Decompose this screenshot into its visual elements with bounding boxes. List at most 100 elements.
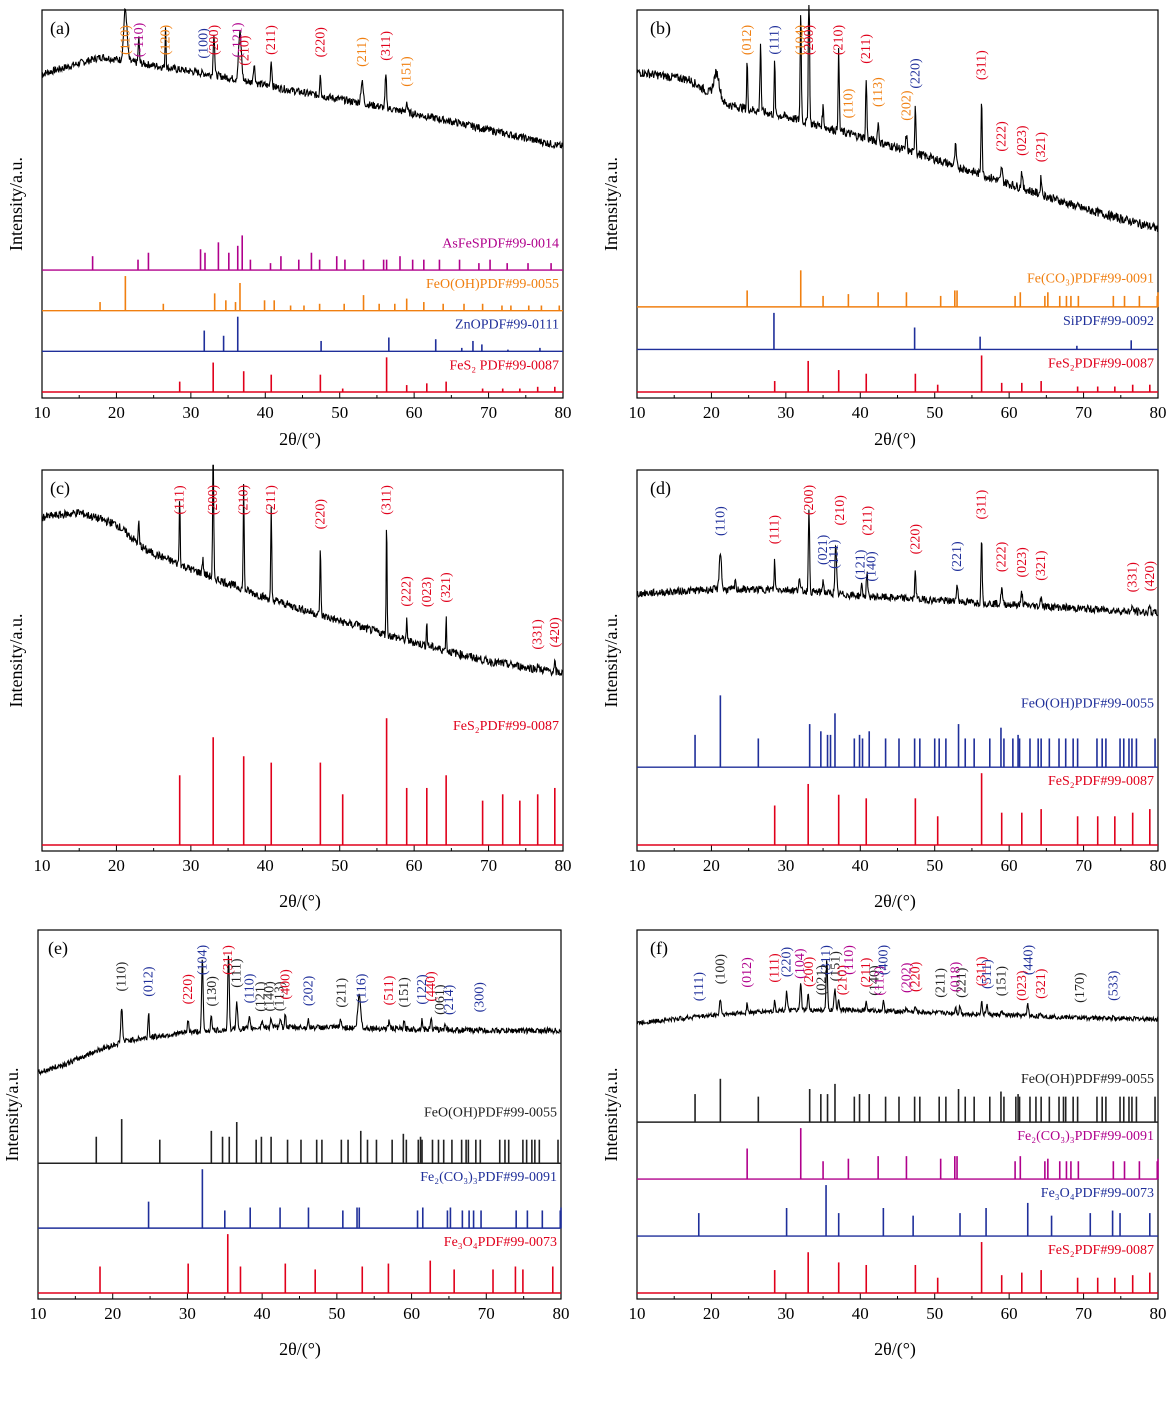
reference-pattern: Fe₃O₄PDF#99-0073	[637, 1185, 1158, 1237]
peak-label: (111)	[768, 953, 783, 983]
y-axis-label: Intensity/a.u.	[601, 157, 621, 251]
reference-pattern: SiPDF#99-0092	[637, 312, 1158, 351]
x-tick-label: 30	[182, 403, 199, 422]
peak-label: (211)	[861, 505, 876, 535]
peak-label: (113)	[873, 966, 888, 996]
reference-pattern: Fe(CO₃)PDF#99-0091	[637, 270, 1159, 308]
x-tick-label: 20	[703, 1304, 720, 1323]
y-axis-label: Intensity/a.u.	[6, 614, 26, 708]
peak-label: (012)	[142, 966, 157, 997]
peak-label: (200)	[802, 25, 817, 56]
reference-name: FeS₂PDF#99-0087	[1048, 1243, 1154, 1258]
peak-label: (440)	[424, 971, 439, 1002]
x-tick-label: 80	[1150, 403, 1167, 422]
peak-label: (221)	[950, 541, 965, 572]
reference-pattern: FeS₂PDF#99-0087	[637, 1242, 1158, 1294]
peak-label: (311)	[975, 50, 990, 80]
peak-label: (170)	[1073, 972, 1088, 1003]
peak-label: (110)	[118, 25, 133, 55]
reference-name: Fe(CO₃)PDF#99-0091	[1027, 271, 1154, 286]
x-tick-label: 20	[703, 856, 720, 875]
panel-label: (d)	[650, 478, 671, 499]
x-tick-label: 50	[331, 856, 348, 875]
reference-pattern: FeO(OH)PDF#99-0055	[637, 1072, 1158, 1123]
reference-name: FeS₂PDF#99-0087	[453, 719, 559, 734]
x-tick-label: 70	[480, 403, 497, 422]
peak-label: (220)	[181, 974, 196, 1005]
x-tick-label: 10	[629, 856, 646, 875]
peak-label: (220)	[780, 946, 795, 977]
peak-label: (220)	[908, 524, 923, 555]
x-axis-label: 2θ/(°)	[874, 1339, 916, 1360]
x-axis-label: 2θ/(°)	[279, 429, 321, 450]
x-tick-label: 30	[777, 856, 794, 875]
peak-label: (220)	[313, 27, 328, 58]
peak-label: (311)	[221, 945, 236, 975]
x-tick-label: 40	[852, 403, 869, 422]
peak-label: (110)	[842, 945, 857, 975]
peak-label: (-121)	[231, 22, 246, 57]
reference-pattern: FeO(OH)PDF#99-0055	[637, 695, 1158, 768]
peak-label: (311)	[975, 489, 990, 519]
x-tick-label: 60	[403, 1304, 420, 1323]
x-tick-label: 10	[629, 403, 646, 422]
peak-label: (104)	[794, 25, 809, 56]
x-tick-label: 20	[104, 1304, 121, 1323]
peak-label: (202)	[899, 90, 914, 121]
peak-label: (113)	[871, 77, 886, 107]
x-tick-label: 60	[1001, 856, 1018, 875]
reference-pattern: FeO(OH)PDF#99-0055	[38, 1105, 561, 1164]
reference-pattern: FeO(OH)PDF#99-0055	[42, 276, 563, 312]
peak-label: (202)	[301, 975, 316, 1006]
plot-frame	[636, 9, 1159, 399]
diffraction-pattern	[37, 955, 562, 1076]
reference-name: ZnOPDF#99-0111	[455, 318, 559, 333]
peak-label: (300)	[473, 982, 488, 1013]
peak-label: (023)	[1015, 547, 1030, 578]
peak-label: (221)	[955, 967, 970, 998]
peak-label: (200)	[802, 485, 817, 516]
peak-label: (012)	[740, 957, 755, 988]
reference-pattern: FeS₂PDF#99-0087	[637, 355, 1158, 393]
x-tick-label: 10	[34, 856, 51, 875]
diffraction-pattern	[636, 509, 1159, 617]
reference-pattern: ZnOPDF#99-0111	[42, 316, 563, 353]
peak-label: (331)	[1126, 562, 1141, 593]
peak-label: (311)	[380, 485, 395, 515]
peak-label: (311)	[379, 31, 394, 61]
peak-label: (511)	[382, 975, 397, 1005]
diffraction-pattern	[636, 960, 1159, 1026]
x-axis-label: 2θ/(°)	[279, 891, 321, 912]
peak-label: (220)	[908, 961, 923, 992]
panel-label: (e)	[48, 938, 68, 959]
peak-label: (321)	[1034, 550, 1049, 581]
reference-name: Fe₃O₄PDF#99-0073	[1041, 1186, 1154, 1201]
peak-label: (104)	[793, 948, 808, 979]
x-tick-label: 50	[926, 403, 943, 422]
x-tick-label: 70	[1075, 1304, 1092, 1323]
peak-label: (211)	[934, 968, 949, 998]
peak-label: (018)	[949, 961, 964, 992]
peak-label: (210)	[835, 965, 850, 996]
peak-label: (151)	[397, 977, 412, 1008]
peak-label: (211)	[334, 978, 349, 1008]
peak-label: (111)	[173, 485, 188, 515]
peak-label: (222)	[995, 541, 1010, 572]
peak-label: (321)	[439, 572, 454, 603]
peak-label: (130)	[205, 976, 220, 1007]
x-tick-label: 30	[179, 1304, 196, 1323]
peak-label: (151)	[995, 966, 1010, 997]
peak-label: (140)	[263, 981, 278, 1012]
peak-label: (220)	[908, 58, 923, 89]
reference-name: FeS₂ PDF#99-0087	[449, 358, 559, 373]
reference-name: Fe₂(CO₃)₃PDF#99-0091	[420, 1170, 557, 1185]
x-tick-label: 20	[108, 403, 125, 422]
x-axis-label: 2θ/(°)	[279, 1339, 321, 1360]
peak-label: (211)	[264, 485, 279, 515]
panel-label: (a)	[50, 18, 70, 39]
peak-label: (122)	[415, 974, 430, 1005]
panel-label: (f)	[650, 938, 668, 959]
peak-label: (110)	[242, 973, 257, 1003]
peak-label: (420)	[548, 617, 563, 648]
